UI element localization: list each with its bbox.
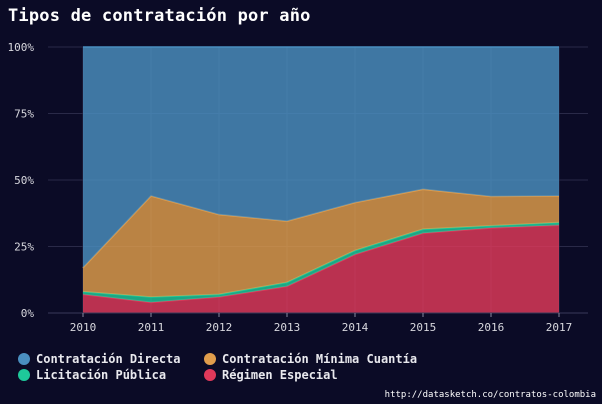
legend-label: Licitación Pública [36, 368, 167, 382]
y-tick-label: 100% [8, 41, 35, 54]
legend-item-regimen[interactable]: Régimen Especial [204, 368, 417, 382]
legend-swatch [18, 369, 30, 381]
legend-item-directa[interactable]: Contratación Directa [18, 352, 204, 366]
source-link[interactable]: http://datasketch.co/contratos-colombia [384, 390, 596, 400]
y-tick-label: 50% [14, 174, 34, 187]
x-tick-label: 2015 [410, 321, 437, 334]
x-tick-label: 2014 [342, 321, 369, 334]
legend-label: Contratación Mínima Cuantía [222, 352, 418, 366]
legend-swatch [204, 353, 216, 365]
x-tick-label: 2010 [70, 321, 97, 334]
x-tick-label: 2017 [546, 321, 573, 334]
y-tick-label: 75% [14, 108, 34, 121]
series-area [83, 189, 559, 297]
legend: Contratación Directa Contratación Mínima… [18, 352, 417, 382]
x-tick-label: 2012 [206, 321, 233, 334]
series-area [83, 47, 559, 268]
y-tick-label: 25% [14, 241, 34, 254]
chart-title: Tipos de contratación por año [8, 6, 311, 26]
legend-label: Contratación Directa [36, 352, 181, 366]
legend-item-minima-cuantia[interactable]: Contratación Mínima Cuantía [204, 352, 417, 366]
x-tick-label: 2011 [138, 321, 165, 334]
x-tick-label: 2013 [274, 321, 301, 334]
legend-label: Régimen Especial [222, 368, 338, 382]
y-tick-label: 0% [21, 307, 35, 320]
series-line [82, 224, 560, 304]
legend-item-licitacion[interactable]: Licitación Pública [18, 368, 204, 382]
x-tick-label: 2016 [478, 321, 505, 334]
series-area [83, 225, 559, 313]
legend-swatch [18, 353, 30, 365]
legend-swatch [204, 369, 216, 381]
